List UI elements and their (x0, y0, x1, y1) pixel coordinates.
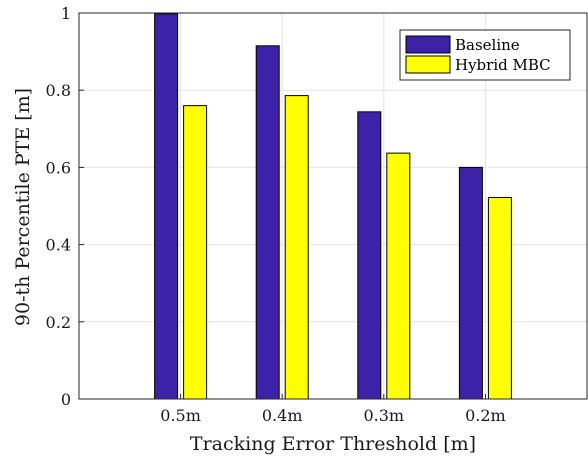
y-axis: 0 0.2 0.4 0.6 0.8 1 (46, 4, 84, 409)
legend-label: Baseline (455, 36, 520, 54)
bar (487, 197, 512, 400)
y-tick-label: 0.8 (46, 81, 71, 100)
legend: Baseline Hybrid MBC (399, 29, 571, 81)
x-tick-label: 0.2m (465, 406, 506, 425)
x-tick-label: 0.4m (262, 406, 303, 425)
y-tick-label: 0 (61, 390, 71, 409)
y-tick-label: 0.6 (46, 158, 71, 177)
y-tick-label: 0.4 (46, 236, 71, 255)
axes-frame (78, 12, 588, 400)
y-tick-label: 1 (61, 4, 71, 23)
bar (357, 111, 382, 400)
bar (255, 45, 280, 400)
bar (284, 95, 309, 400)
x-axis: 0.5m 0.4m 0.3m 0.2m (160, 394, 506, 425)
bar (154, 13, 179, 400)
x-tick-label: 0.3m (363, 406, 404, 425)
x-axis-label: Tracking Error Threshold [m] (190, 433, 476, 455)
bar (183, 105, 208, 400)
legend-swatch (405, 35, 451, 54)
bar (386, 152, 411, 400)
legend-swatch (405, 55, 451, 74)
legend-label: Hybrid MBC (455, 56, 551, 74)
x-tick-label: 0.5m (160, 406, 201, 425)
y-axis-label: 90-th Percentile PTE [m] (12, 88, 34, 326)
y-tick-label: 0.2 (46, 313, 71, 332)
bar (458, 166, 483, 400)
